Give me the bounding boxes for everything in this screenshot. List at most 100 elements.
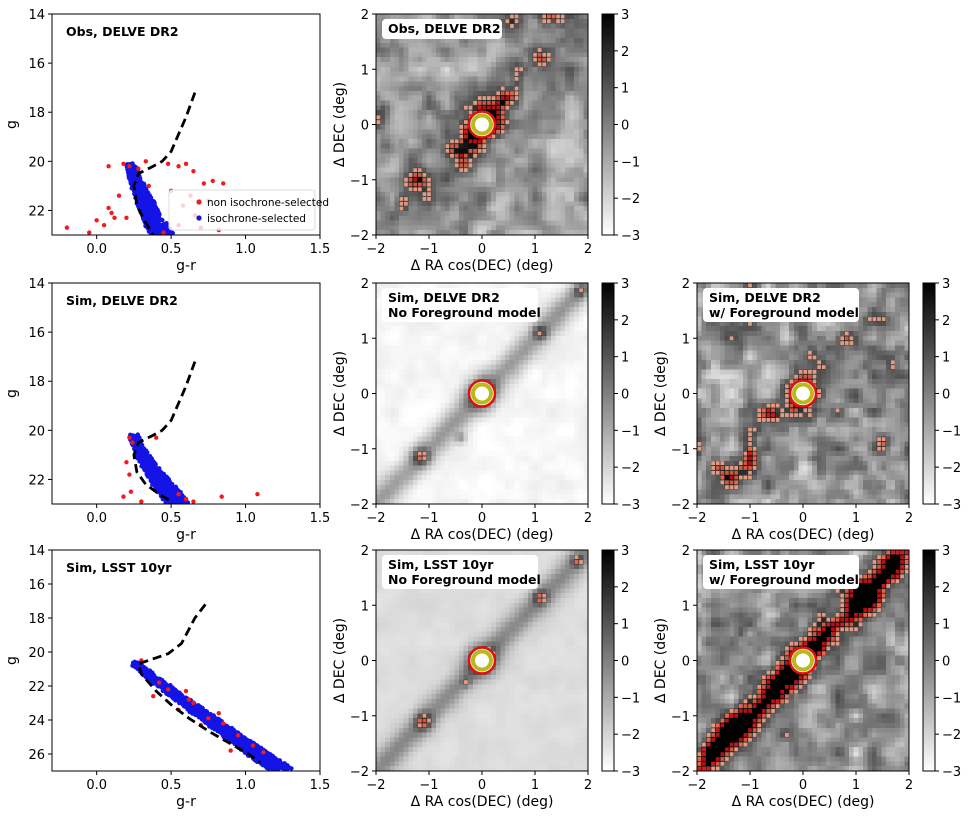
heatmap-cell bbox=[376, 167, 381, 173]
heatmap-cell bbox=[578, 153, 584, 159]
heatmap-cell bbox=[477, 86, 483, 92]
heatmap-cell bbox=[482, 153, 487, 159]
heatmap-cell bbox=[523, 18, 529, 24]
non-isochrone-selected-star bbox=[216, 711, 221, 716]
isochrone-selected-star bbox=[132, 434, 137, 440]
heatmap-cell bbox=[509, 201, 515, 207]
heatmap-cell bbox=[422, 186, 427, 193]
heatmap-cell bbox=[385, 206, 391, 212]
heatmap-cell bbox=[523, 28, 529, 34]
heatmap-cell bbox=[403, 71, 409, 77]
heatmap-cell bbox=[399, 52, 404, 58]
heatmap-cell bbox=[482, 210, 487, 217]
heatmap-cell bbox=[532, 86, 538, 92]
non-isochrone-selected-star bbox=[191, 499, 196, 504]
heatmap-cell bbox=[435, 172, 441, 178]
heatmap-cell bbox=[546, 81, 552, 87]
heatmap-cell bbox=[546, 138, 552, 145]
heatmap-cell bbox=[445, 158, 451, 164]
heatmap-cell bbox=[408, 66, 414, 72]
heatmap-cell bbox=[541, 201, 547, 207]
heatmap-cell bbox=[468, 66, 474, 72]
heatmap-cell bbox=[477, 52, 483, 58]
heatmap-cell bbox=[463, 148, 469, 154]
heatmap-cell bbox=[532, 76, 538, 82]
heatmap-cell bbox=[555, 124, 561, 130]
heatmap-cell bbox=[491, 172, 497, 178]
heatmap-cell bbox=[532, 95, 538, 101]
heatmap-cell bbox=[555, 129, 561, 135]
isochrone-selected-star bbox=[148, 456, 153, 462]
heatmap-cell bbox=[463, 71, 469, 77]
heatmap-cell bbox=[564, 90, 570, 96]
x-tick-label: 1.0 bbox=[235, 778, 256, 793]
heatmap-cell bbox=[518, 172, 524, 178]
heatmap-cell bbox=[412, 71, 418, 77]
heatmap-cell bbox=[486, 196, 492, 202]
heatmap-cell bbox=[518, 210, 524, 217]
heatmap-cell bbox=[403, 172, 409, 178]
heatmap-cell bbox=[408, 153, 414, 159]
heatmap-cell bbox=[551, 162, 557, 169]
heatmap-cell bbox=[546, 124, 552, 130]
heatmap-cell bbox=[537, 186, 543, 193]
plot-area bbox=[52, 283, 320, 504]
heatmap-cell bbox=[495, 158, 501, 164]
y-axis-label: g bbox=[4, 389, 20, 398]
non-isochrone-selected-star bbox=[124, 460, 129, 465]
heatmap-cell bbox=[560, 119, 566, 125]
y-tick-label: 18 bbox=[28, 612, 45, 627]
heatmap-cell bbox=[482, 206, 487, 212]
heatmap-cell bbox=[417, 119, 423, 125]
heatmap-cell bbox=[394, 124, 400, 130]
heatmap-cell bbox=[523, 100, 529, 106]
heatmap-cell bbox=[569, 119, 575, 125]
heatmap-cell bbox=[445, 138, 451, 145]
isochrone-selected-star bbox=[154, 230, 159, 235]
heatmap-cell bbox=[426, 134, 432, 140]
heatmap-cell bbox=[509, 206, 515, 212]
isochrone-selected-star bbox=[223, 725, 228, 731]
heatmap-cell bbox=[394, 14, 400, 20]
legend-entry: non isochrone-selected bbox=[207, 197, 329, 209]
heatmap-cell bbox=[468, 186, 474, 193]
heatmap-cell bbox=[417, 81, 423, 87]
heatmap-cell bbox=[463, 47, 469, 53]
heatmap-cell bbox=[546, 90, 552, 96]
heatmap-cell bbox=[385, 182, 391, 188]
heatmap-cell bbox=[422, 14, 427, 20]
heatmap-cell bbox=[463, 42, 469, 48]
isochrone-selected-star bbox=[210, 719, 216, 725]
heatmap-cell bbox=[564, 186, 570, 193]
heatmap-cell bbox=[458, 95, 464, 101]
heatmap-cell bbox=[523, 71, 529, 77]
heatmap-cell bbox=[509, 182, 515, 188]
heatmap-cell bbox=[482, 172, 487, 178]
heatmap-cell bbox=[440, 153, 446, 159]
heatmap-cell bbox=[376, 186, 381, 193]
heatmap-cell bbox=[578, 33, 584, 39]
heatmap-cell bbox=[412, 134, 418, 140]
heatmap-cell bbox=[574, 114, 580, 120]
heatmap-cell bbox=[403, 81, 409, 87]
heatmap-cell bbox=[385, 148, 391, 154]
heatmap-cell bbox=[578, 71, 584, 77]
heatmap-cell bbox=[454, 148, 460, 154]
heatmap-cell bbox=[555, 206, 561, 212]
heatmap-cell bbox=[435, 182, 441, 188]
heatmap-cell bbox=[376, 124, 381, 130]
heatmap-cell bbox=[403, 138, 409, 145]
heatmap-cell bbox=[472, 42, 478, 48]
heatmap-cell bbox=[399, 110, 404, 116]
heatmap-cell bbox=[505, 167, 510, 173]
heatmap-cell bbox=[514, 33, 520, 39]
heatmap-cell bbox=[385, 100, 391, 106]
heatmap-cell bbox=[546, 62, 552, 68]
heatmap-cell bbox=[435, 124, 441, 130]
heatmap-cell bbox=[541, 95, 547, 101]
heatmap-cell bbox=[435, 206, 441, 212]
heatmap-cell bbox=[380, 90, 386, 96]
heatmap-cell bbox=[426, 201, 432, 207]
heatmap-cell bbox=[569, 105, 575, 111]
heatmap-cell bbox=[532, 201, 538, 207]
